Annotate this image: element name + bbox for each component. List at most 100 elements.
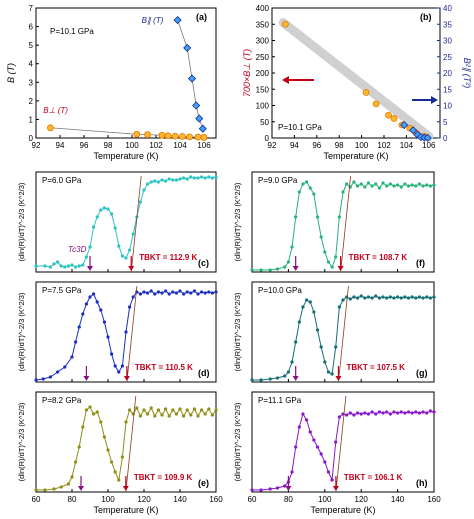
data-point: [275, 486, 280, 490]
data-point: [92, 412, 96, 416]
x-tick-label: 106: [422, 141, 436, 150]
data-point: [428, 184, 432, 188]
data-point: [178, 289, 182, 293]
x-tick-label: 140: [173, 495, 187, 504]
data-point: [70, 263, 74, 267]
data-point: [149, 289, 153, 293]
data-point: [363, 296, 367, 300]
data-point: [410, 295, 414, 299]
data-point: [200, 175, 204, 179]
data-point: [297, 425, 301, 429]
data-point: [334, 345, 338, 349]
x-tick-label: 120: [137, 495, 151, 504]
x-tick-label: 60: [32, 495, 41, 504]
panel-h: 60 80 100 120 140 160 Temperature (K) (dln(R)/d…: [233, 391, 441, 515]
x-tick-label: 80: [284, 495, 293, 504]
data-point: [399, 296, 403, 300]
data-point: [92, 225, 96, 229]
x-axis-label: Temperature (K): [323, 151, 388, 161]
data-point: [106, 207, 110, 211]
tc3d-label: Tc3D: [68, 245, 87, 254]
data-point: [102, 206, 106, 210]
data-point: [174, 412, 178, 416]
data-point: [59, 264, 63, 268]
y-tick-label: 0: [265, 134, 270, 143]
data-point: [348, 297, 352, 301]
data-point: [372, 100, 380, 108]
data-point: [423, 133, 432, 142]
tc-arrowhead: [292, 266, 299, 271]
tbkt-label: TBKT = 110.5 K: [135, 363, 193, 372]
data-point: [294, 215, 298, 219]
data-point: [113, 226, 117, 230]
data-point: [156, 290, 160, 294]
data-point: [348, 411, 352, 415]
data-point: [77, 325, 81, 329]
data-point: [81, 263, 85, 267]
y-tick-label: 2: [29, 97, 34, 106]
data-point: [164, 179, 168, 183]
data-point: [377, 186, 381, 190]
y-tick-label: 200: [256, 69, 270, 78]
data-point: [363, 185, 367, 189]
data-point: [286, 370, 290, 374]
tbkt-arrowhead: [128, 266, 135, 271]
data-point: [297, 320, 301, 324]
data-point: [294, 340, 298, 344]
panel-label: (b): [420, 12, 432, 22]
y-axis-label: (dln(R)/dT)^-2/3 (K^2/3): [17, 402, 26, 481]
data-point: [417, 411, 422, 415]
data-point: [374, 182, 378, 186]
y-tick-label: 1: [29, 115, 34, 124]
data-point: [207, 290, 211, 294]
data-point: [106, 335, 110, 339]
data-point: [43, 488, 47, 492]
data-point: [406, 410, 411, 414]
y-axis-label: (dln(R)/dT)^-2/3 (K^2/3): [233, 182, 242, 261]
data-point: [131, 295, 135, 299]
data-point: [355, 411, 360, 415]
data-point: [167, 414, 171, 418]
data-point: [66, 264, 70, 268]
data-point: [106, 448, 110, 452]
data-point: [146, 412, 150, 416]
y-tick-label: 3: [29, 78, 34, 87]
data-point: [182, 292, 186, 296]
data-point: [149, 406, 153, 410]
data-point: [120, 455, 124, 459]
data-point: [290, 470, 294, 474]
data-point: [189, 291, 193, 295]
data-point: [178, 133, 186, 140]
data-point: [337, 215, 341, 219]
data-point: [432, 295, 436, 299]
x-tick-label: 160: [427, 495, 441, 504]
data-point: [403, 182, 407, 186]
data-point: [164, 289, 168, 293]
data-point: [207, 175, 211, 179]
data-point: [52, 487, 56, 491]
data-point: [195, 114, 204, 123]
data-point: [337, 305, 341, 309]
data-point: [214, 290, 218, 294]
x-axis-label: Temperature (K): [93, 151, 158, 161]
data-point: [173, 16, 182, 25]
data-point: [259, 488, 263, 492]
tbkt-label: TBKT = 106.1 K: [344, 473, 403, 482]
data-point: [297, 190, 301, 194]
data-point: [178, 177, 182, 181]
data-point: [77, 445, 81, 449]
pressure-label: P=7.5 GPa: [42, 286, 82, 295]
data-point: [210, 176, 214, 180]
data-point: [250, 488, 254, 492]
data-point: [142, 188, 146, 192]
panel-label: (e): [198, 478, 209, 488]
data-point: [323, 360, 327, 364]
data-point: [312, 310, 316, 314]
x-tick-label: 100: [125, 141, 139, 150]
data-point: [171, 290, 175, 294]
data-point: [84, 302, 88, 306]
data-point: [359, 294, 363, 298]
y-axis-label: (dln(R)/dT)^-2/3 (K^2/3): [233, 402, 242, 481]
plot-frame: [35, 171, 217, 273]
data-point: [131, 232, 135, 236]
